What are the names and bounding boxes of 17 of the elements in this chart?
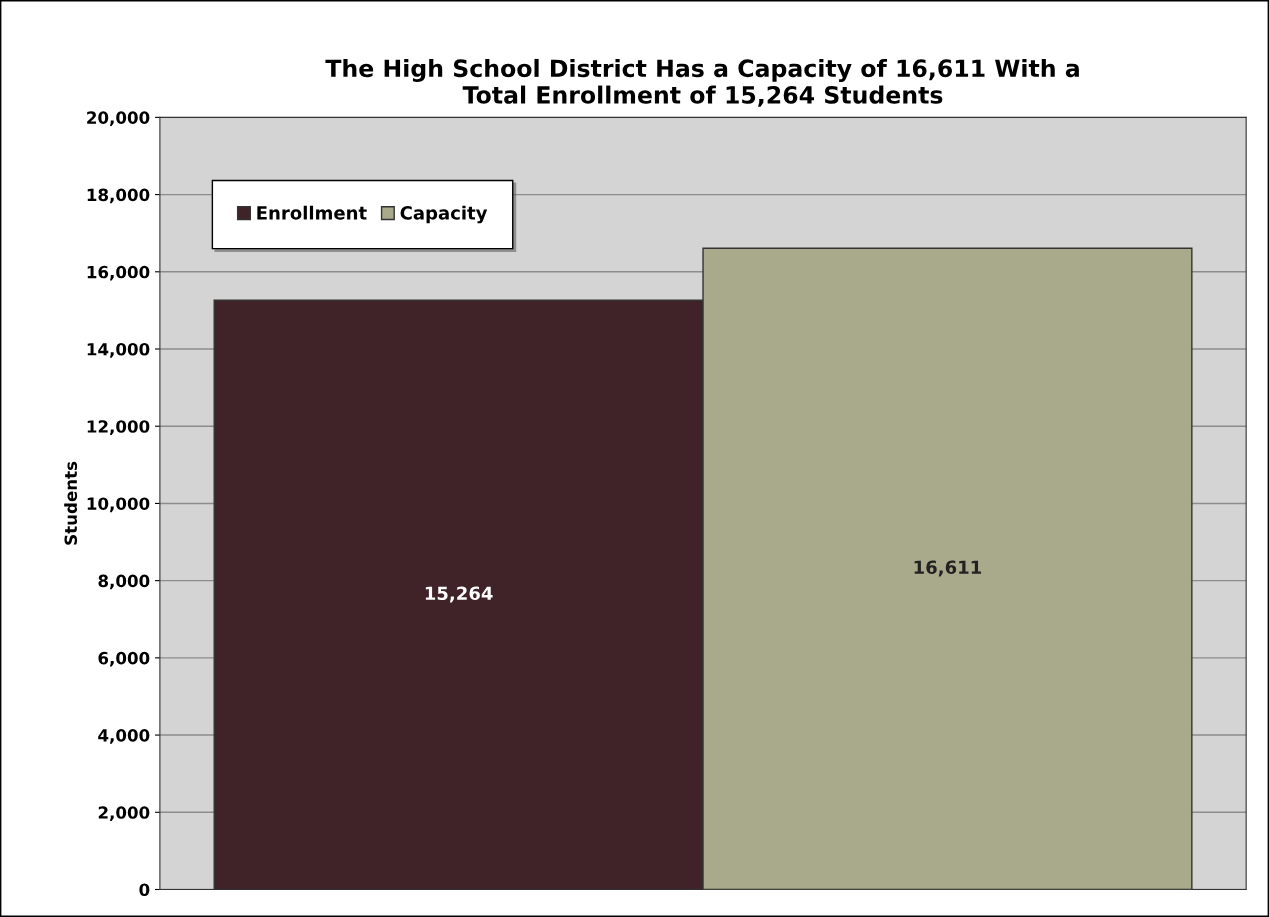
data-label: 16,611 [914, 560, 982, 577]
y-tick-label: 0 [139, 883, 150, 897]
y-tick-label: 16,000 [87, 265, 150, 281]
y-tick-label: 4,000 [98, 729, 150, 744]
y-axis-title: Students [64, 461, 78, 545]
y-tick-label: 2,000 [98, 806, 150, 821]
chart-title: The High School District Has a Capacity of 16,611 With a Total Enrollment of 15,264 Students [325, 58, 1079, 107]
y-tick-label: 12,000 [87, 420, 150, 435]
legend-label: Capacity [400, 205, 488, 224]
y-tick-label: 6,000 [98, 651, 150, 667]
legend-label: Enrollment [257, 205, 367, 220]
y-tick-label: 18,000 [87, 188, 150, 204]
y-tick-label: 8,000 [98, 574, 150, 590]
y-tick-label: 20,000 [87, 111, 150, 127]
data-label: 15,264 [425, 586, 493, 603]
y-tick-label: 14,000 [87, 342, 150, 358]
y-tick-label: 10,000 [87, 497, 150, 513]
